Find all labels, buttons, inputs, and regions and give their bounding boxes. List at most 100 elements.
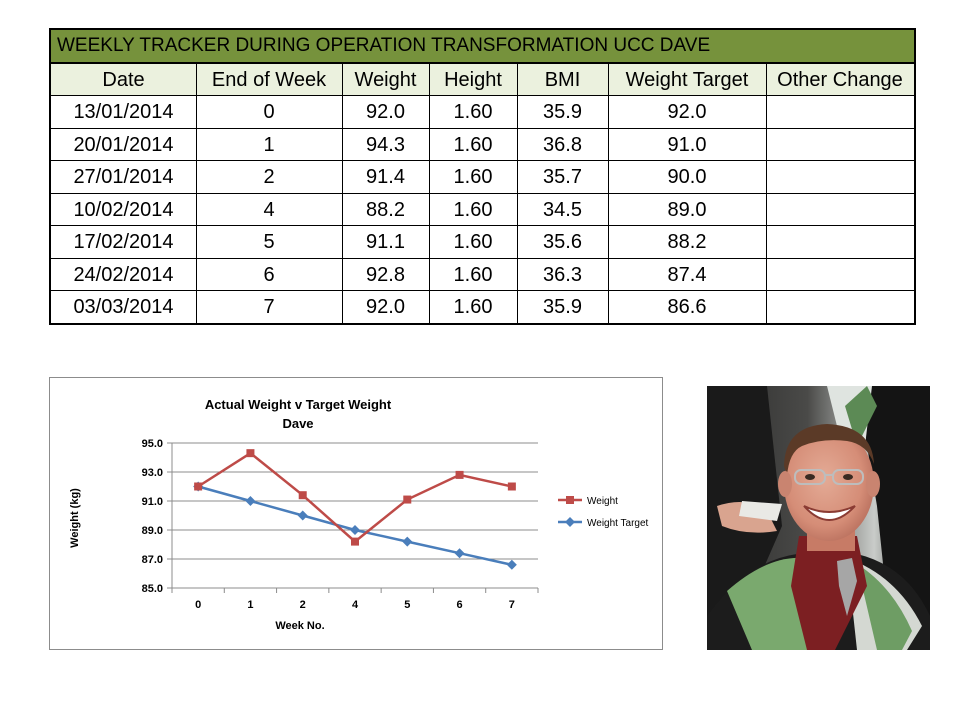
weight-point bbox=[403, 495, 412, 504]
table-row: 10/02/2014 4 88.2 1.60 34.5 89.0 bbox=[51, 194, 914, 226]
cell-height: 1.60 bbox=[453, 198, 493, 221]
weight-point bbox=[194, 482, 203, 491]
weight-target-point bbox=[506, 559, 517, 570]
x-tick-label: 2 bbox=[300, 599, 306, 611]
header-height: Height bbox=[444, 69, 502, 91]
header-weight-target: Weight Target bbox=[625, 69, 749, 91]
weight-chart-svg: Actual Weight v Target Weight Dave Week … bbox=[69, 397, 649, 632]
header-end-of-week: End of Week bbox=[211, 69, 327, 91]
y-axis-label: Weight (kg) bbox=[69, 488, 81, 548]
cell-weight-target: 91.0 bbox=[667, 133, 707, 156]
cell-weight-target: 88.2 bbox=[667, 231, 707, 253]
cell-height: 1.60 bbox=[453, 133, 493, 156]
graduate-photo bbox=[707, 386, 930, 650]
cell-weight: 88.2 bbox=[366, 198, 405, 221]
table-header-row: Date End of Week Weight Height BMI Weigh… bbox=[51, 64, 914, 96]
cell-end-of-week: 1 bbox=[263, 133, 275, 156]
cell-end-of-week: 5 bbox=[263, 231, 275, 253]
y-tick-label: 89.0 bbox=[142, 525, 163, 537]
weight-target-point bbox=[454, 548, 465, 559]
cell-end-of-week: 4 bbox=[263, 198, 275, 221]
cell-date: 17/02/2014 bbox=[73, 231, 174, 253]
legend-entry: Weight bbox=[587, 496, 618, 507]
weight-point bbox=[455, 470, 464, 479]
cell-end-of-week: 6 bbox=[263, 263, 275, 286]
cell-other-change bbox=[766, 129, 914, 161]
header-bmi: BMI bbox=[544, 69, 581, 91]
cell-other-change bbox=[766, 226, 914, 258]
table-title: WEEKLY TRACKER DURING OPERATION TRANSFOR… bbox=[51, 30, 914, 64]
table-row: 27/01/2014 2 91.4 1.60 35.7 90.0 bbox=[51, 161, 914, 194]
cell-height: 1.60 bbox=[453, 231, 493, 253]
header-date: Date bbox=[102, 69, 145, 91]
cell-weight: 92.0 bbox=[366, 296, 405, 318]
y-tick-label: 87.0 bbox=[142, 554, 163, 566]
cell-end-of-week: 7 bbox=[263, 296, 275, 318]
table-row: 13/01/2014 0 92.0 1.60 35.9 92.0 bbox=[51, 96, 914, 129]
table-row: 20/01/2014 1 94.3 1.60 36.8 91.0 bbox=[51, 129, 914, 161]
weight-point bbox=[246, 449, 255, 458]
cell-weight-target: 92.0 bbox=[667, 101, 707, 123]
legend-entry: Weight Target bbox=[587, 518, 649, 529]
cell-height: 1.60 bbox=[453, 101, 493, 123]
x-tick-label: 1 bbox=[247, 599, 253, 611]
cell-date: 03/03/2014 bbox=[73, 296, 174, 318]
x-tick-label: 0 bbox=[195, 599, 201, 611]
cell-bmi: 35.9 bbox=[543, 101, 582, 123]
cell-other-change bbox=[766, 96, 914, 128]
cell-end-of-week: 0 bbox=[263, 101, 275, 123]
weight-target-point bbox=[402, 536, 413, 547]
weekly-tracker-table: WEEKLY TRACKER DURING OPERATION TRANSFOR… bbox=[49, 28, 916, 325]
cell-other-change bbox=[766, 291, 914, 323]
weight-point bbox=[507, 482, 516, 491]
cell-bmi: 35.7 bbox=[543, 166, 582, 188]
cell-date: 20/01/2014 bbox=[73, 133, 174, 156]
y-tick-label: 93.0 bbox=[142, 467, 163, 479]
header-weight: Weight bbox=[354, 69, 417, 91]
cell-date: 24/02/2014 bbox=[73, 263, 174, 286]
chart-subtitle: Dave bbox=[282, 416, 313, 431]
y-tick-label: 85.0 bbox=[142, 583, 163, 595]
cell-end-of-week: 2 bbox=[263, 166, 275, 188]
cell-weight-target: 90.0 bbox=[667, 166, 707, 188]
y-tick-label: 95.0 bbox=[142, 438, 163, 450]
cell-weight-target: 89.0 bbox=[667, 198, 707, 221]
weight-point bbox=[298, 491, 307, 500]
cell-weight: 92.8 bbox=[366, 263, 405, 286]
legend-marker bbox=[565, 517, 575, 527]
cell-weight-target: 86.6 bbox=[667, 296, 707, 318]
x-axis-label: Week No. bbox=[275, 620, 324, 632]
cell-weight: 92.0 bbox=[366, 101, 405, 123]
cell-weight: 94.3 bbox=[366, 133, 405, 156]
x-tick-label: 5 bbox=[404, 599, 410, 611]
cell-other-change bbox=[766, 161, 914, 193]
cell-height: 1.60 bbox=[453, 296, 493, 318]
weight-target-point bbox=[297, 510, 308, 521]
header-other-change: Other Change bbox=[777, 69, 903, 91]
weight-target-point bbox=[245, 496, 256, 506]
cell-date: 27/01/2014 bbox=[73, 166, 174, 188]
cell-weight: 91.4 bbox=[366, 166, 405, 188]
cell-date: 13/01/2014 bbox=[73, 101, 174, 123]
x-tick-label: 6 bbox=[457, 599, 463, 611]
cell-other-change bbox=[766, 194, 914, 226]
x-tick-label: 7 bbox=[509, 599, 515, 611]
cell-bmi: 36.3 bbox=[543, 263, 582, 286]
weight-chart: Actual Weight v Target Weight Dave Week … bbox=[49, 377, 663, 650]
cell-weight: 91.1 bbox=[366, 231, 405, 253]
cell-bmi: 35.6 bbox=[543, 231, 582, 253]
x-tick-label: 4 bbox=[352, 599, 359, 611]
weight-point bbox=[351, 537, 359, 546]
weight-target-point bbox=[350, 525, 360, 535]
table-row: 24/02/2014 6 92.8 1.60 36.3 87.4 bbox=[51, 259, 914, 291]
table-row: 17/02/2014 5 91.1 1.60 35.6 88.2 bbox=[51, 226, 914, 259]
cell-date: 10/02/2014 bbox=[73, 198, 174, 221]
legend-marker bbox=[566, 496, 574, 504]
cell-height: 1.60 bbox=[453, 263, 493, 286]
cell-weight-target: 87.4 bbox=[667, 263, 707, 286]
cell-bmi: 35.9 bbox=[543, 296, 582, 318]
chart-title: Actual Weight v Target Weight bbox=[205, 397, 392, 412]
table-row: 03/03/2014 7 92.0 1.60 35.9 86.6 bbox=[51, 291, 914, 324]
y-tick-label: 91.0 bbox=[142, 496, 163, 508]
cell-bmi: 34.5 bbox=[543, 198, 582, 221]
